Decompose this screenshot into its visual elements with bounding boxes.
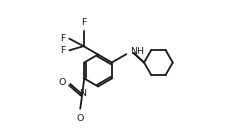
Text: F: F — [60, 34, 65, 43]
Text: O: O — [76, 114, 83, 122]
Text: O: O — [59, 78, 66, 87]
Text: NH: NH — [130, 47, 144, 56]
Text: N: N — [79, 89, 86, 98]
Text: F: F — [60, 46, 65, 55]
Text: F: F — [81, 18, 86, 27]
